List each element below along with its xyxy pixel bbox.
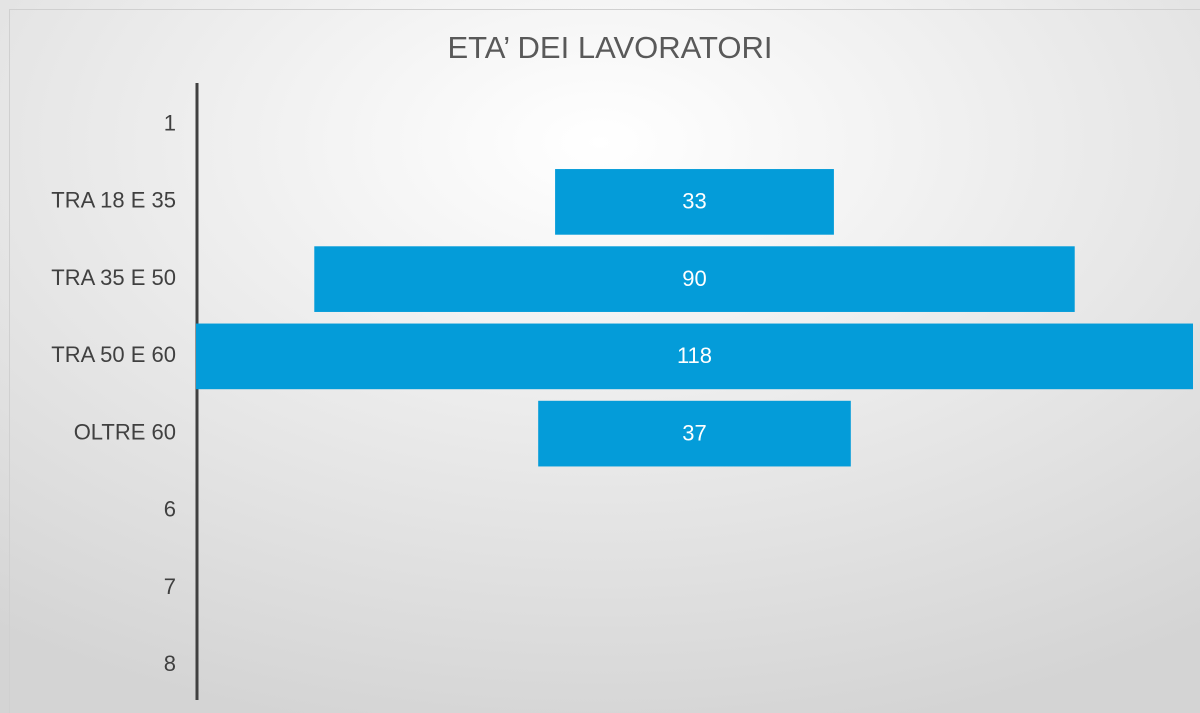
frame: [9, 9, 1200, 713]
category-label: TRA 35 E 50: [51, 265, 176, 290]
category-label: TRA 50 E 60: [51, 342, 176, 367]
bar: [555, 169, 834, 235]
value-label: 90: [682, 266, 706, 291]
category-label: 7: [164, 574, 176, 599]
bar: [314, 246, 1075, 312]
value-label: 118: [677, 343, 712, 368]
value-label: 37: [682, 420, 706, 445]
value-label: 33: [682, 189, 706, 214]
bar: [196, 323, 1193, 390]
category-label: 8: [164, 651, 176, 676]
chart-title: ETA’ DEI LAVORATORI: [448, 30, 773, 65]
category-label: OLTRE 60: [74, 419, 176, 444]
category-label: TRA 18 E 35: [51, 188, 176, 213]
category-label: 6: [164, 497, 176, 522]
bar: [538, 400, 851, 467]
category-label: 1: [164, 110, 176, 135]
